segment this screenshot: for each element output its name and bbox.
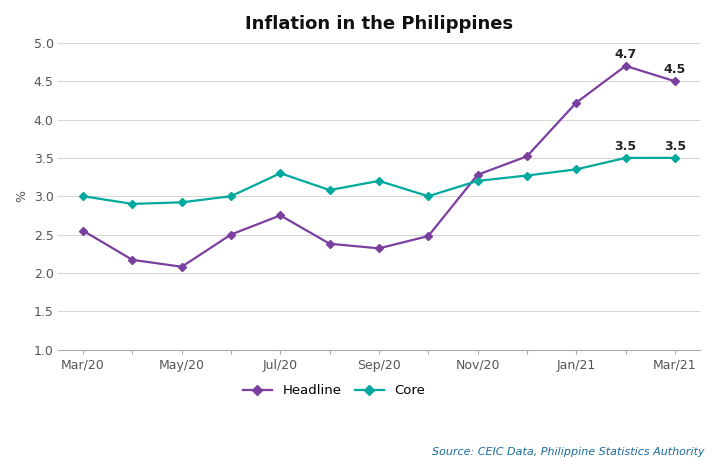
Headline [227, 232, 235, 237]
Headline [177, 264, 186, 269]
Headline [79, 228, 87, 234]
Text: 4.7: 4.7 [614, 48, 636, 61]
Core [424, 193, 433, 199]
Legend: Headline, Core: Headline, Core [237, 379, 430, 403]
Core [276, 170, 285, 176]
Line: Core: Core [80, 155, 678, 207]
Core [128, 201, 137, 207]
Headline [128, 257, 137, 263]
Headline [572, 100, 581, 106]
Core [572, 167, 581, 172]
Core [177, 200, 186, 205]
Text: Source: CEIC Data, Philippine Statistics Authority: Source: CEIC Data, Philippine Statistics… [432, 447, 704, 457]
Text: 3.5: 3.5 [614, 140, 636, 152]
Title: Inflation in the Philippines: Inflation in the Philippines [245, 15, 513, 33]
Headline [424, 233, 433, 239]
Core [473, 178, 482, 184]
Core [621, 155, 630, 161]
Text: 4.5: 4.5 [664, 63, 686, 76]
Core [671, 155, 679, 161]
Headline [473, 172, 482, 178]
Core [325, 187, 334, 193]
Line: Headline: Headline [80, 63, 678, 270]
Core [375, 178, 383, 184]
Core [227, 193, 235, 199]
Y-axis label: %: % [15, 190, 28, 202]
Headline [276, 213, 285, 218]
Headline [523, 154, 531, 159]
Text: 3.5: 3.5 [664, 140, 686, 152]
Headline [325, 241, 334, 246]
Headline [671, 78, 679, 84]
Headline [621, 63, 630, 69]
Core [523, 173, 531, 178]
Core [79, 193, 87, 199]
Headline [375, 246, 383, 251]
